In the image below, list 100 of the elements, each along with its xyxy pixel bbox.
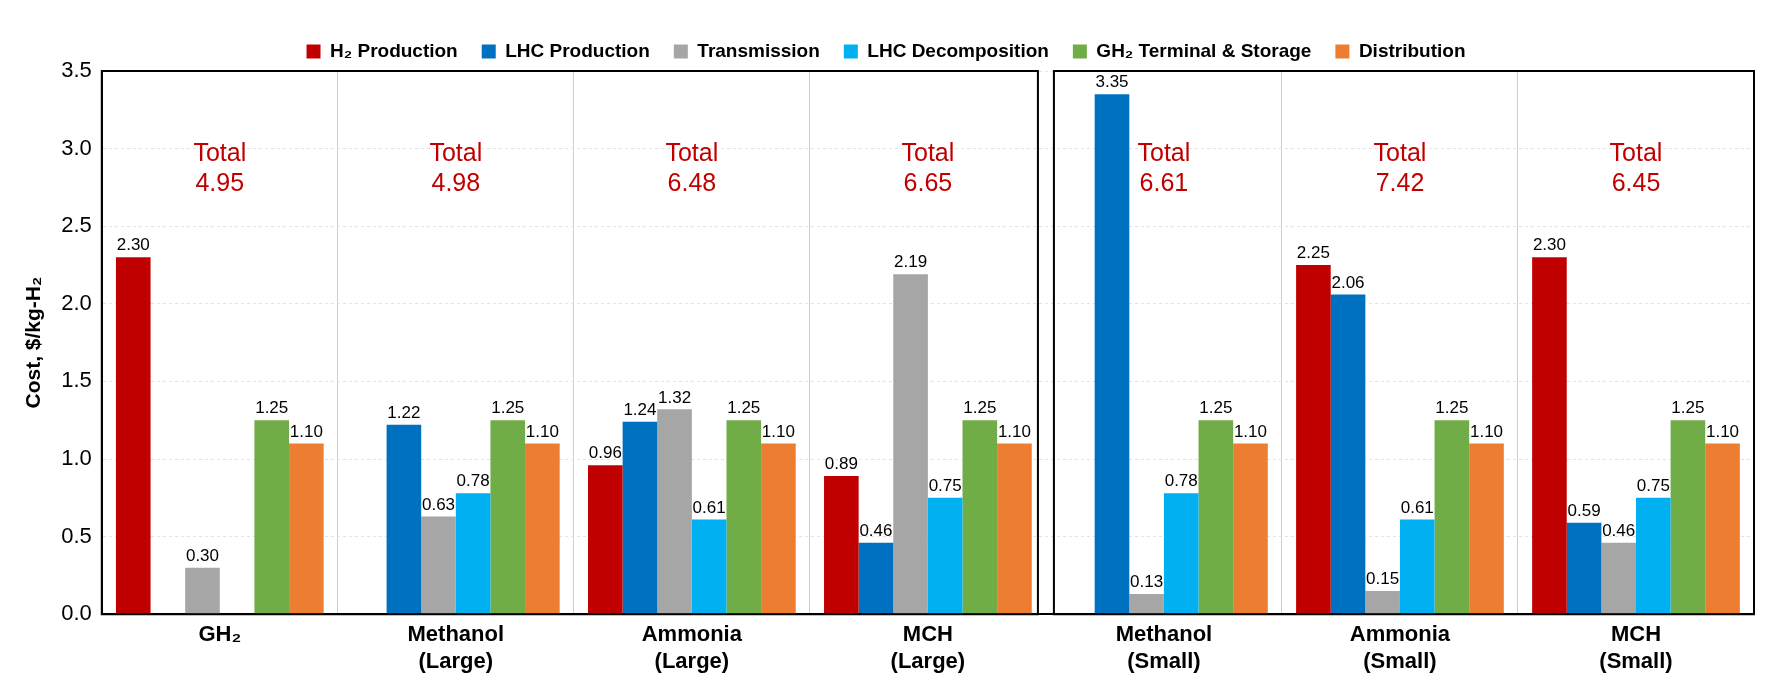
bar [455,493,491,614]
data-label: 0.78 [456,471,490,491]
data-label: 1.25 [255,398,289,418]
bar [1566,522,1602,614]
data-label: 2.19 [894,252,928,272]
bar [490,420,526,614]
bar [1198,420,1234,614]
data-label: 1.10 [1233,421,1268,441]
bar [1233,443,1268,614]
bar [185,567,220,614]
data-label: 0.46 [1602,521,1636,540]
bar [1670,420,1706,614]
data-label: 0.61 [1400,497,1434,517]
annotation: Total 6.48 [665,137,719,196]
data-label: 2.30 [116,235,150,255]
legend-label: LHC Decomposition [867,39,1049,61]
data-label: 1.32 [658,387,692,407]
bar [1705,443,1740,614]
legend-label: H₂ Production [330,39,458,61]
data-label: 1.24 [623,399,657,419]
x-tick-label: Ammonia (Large) [641,621,743,673]
data-label: 0.75 [928,475,962,495]
y-tick-label: 3.5 [61,57,92,83]
data-label: 0.61 [692,497,726,517]
data-label: 0.46 [859,521,893,540]
annotation: Total 6.45 [1609,137,1663,196]
legend-label: Transmission [697,39,820,61]
bar [588,465,623,614]
data-label: 0.78 [1164,471,1198,491]
bar [1365,590,1400,614]
bar [254,420,290,614]
bar [927,497,963,614]
bar [726,420,762,614]
data-label: 1.25 [1199,398,1233,418]
x-tick-label: MCH (Small) [1599,621,1673,673]
legend-label: LHC Production [505,39,650,61]
bar [893,274,928,614]
data-label: 0.96 [588,443,622,463]
bar [1330,294,1366,614]
bar [761,443,796,614]
annotation: Total 7.42 [1373,137,1427,196]
x-tick-label: Methanol (Large) [407,621,505,673]
bar [386,424,422,614]
y-tick-label: 2.5 [61,212,92,238]
bar [1399,519,1435,614]
y-tick-label: 3.0 [61,134,92,160]
data-label: 1.10 [289,421,323,441]
data-label: 2.25 [1296,243,1330,263]
bar [1532,257,1567,614]
data-label: 2.30 [1532,235,1566,255]
bar [1601,542,1636,614]
x-tick-label: MCH (Large) [890,621,966,673]
x-tick-label: Methanol (Small) [1115,621,1213,673]
bar [115,257,151,614]
data-label: 1.25 [963,398,997,418]
annotation: Total 4.95 [193,137,247,196]
bar [962,420,998,614]
y-axis-title: Cost, $/kg-H₂ [21,276,45,409]
bar [1129,594,1164,614]
bar [1635,497,1671,614]
bar [421,516,456,614]
data-label: 0.15 [1366,569,1400,589]
bar [657,409,692,614]
data-label: 1.25 [491,398,525,418]
data-label: 0.89 [824,454,858,474]
annotation: Total 6.61 [1137,137,1191,196]
data-label: 1.10 [1469,421,1504,441]
y-tick-label: 1.5 [61,367,92,393]
y-tick-label: 0.0 [61,600,92,626]
data-label: 0.13 [1130,572,1164,592]
data-label: 0.30 [185,545,220,565]
annotation: Total 4.98 [429,137,483,196]
bar [1163,493,1199,614]
legend-label: GH₂ Terminal & Storage [1096,39,1312,61]
bar [1094,94,1130,614]
y-tick-label: 2.0 [61,289,92,315]
legend-label: Distribution [1358,39,1466,61]
bar [525,443,560,614]
data-label: 1.10 [525,421,559,441]
data-label: 1.25 [1671,398,1705,418]
annotation: Total 6.65 [901,137,955,196]
data-label: 1.10 [761,421,795,441]
data-label: 1.10 [997,421,1031,441]
data-label: 0.59 [1567,500,1601,520]
data-label: 1.10 [1705,421,1740,441]
data-label: 3.35 [1095,72,1129,92]
y-tick-label: 0.5 [61,522,92,548]
bar [858,542,894,614]
data-label: 2.06 [1331,272,1365,292]
bar [622,421,658,614]
x-tick-label: Ammonia (Small) [1349,621,1451,673]
bar [824,476,859,614]
y-tick-label: 1.0 [61,445,92,471]
bar [1469,443,1504,614]
bar [1296,265,1331,614]
bar [289,443,324,614]
bar [1434,420,1470,614]
bar [691,519,727,614]
data-label: 0.63 [421,494,456,514]
data-label: 0.75 [1636,475,1670,495]
